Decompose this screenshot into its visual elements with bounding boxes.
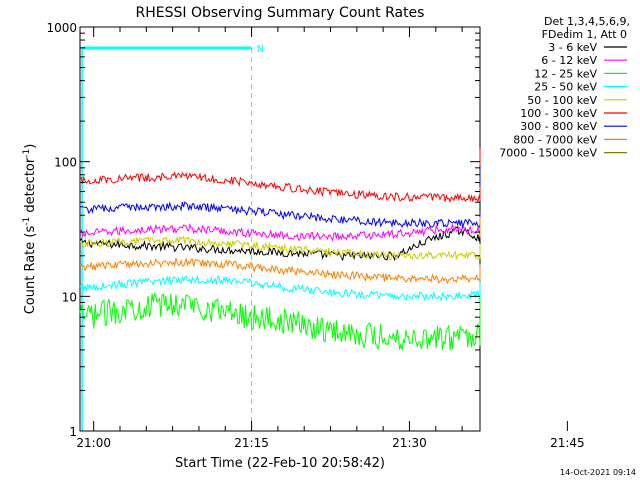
y-tick-label: 1 (69, 425, 77, 439)
y-axis-label-main: Count Rate (s (23, 226, 38, 315)
series-layer (79, 148, 481, 351)
series-line (79, 171, 481, 203)
night-label: N (257, 44, 264, 55)
legend-header-line-1: Det 1,3,4,5,6,9, (544, 15, 630, 28)
x-tick-label: 21:15 (234, 436, 269, 450)
y-tick-label: 1000 (46, 21, 77, 35)
series-line (79, 201, 481, 229)
y-axis-label-mid: detector (23, 157, 38, 217)
legend-label: 3 - 6 keV (548, 41, 597, 54)
legend-label: 12 - 25 keV (534, 67, 597, 80)
legend-label: 25 - 50 keV (534, 81, 597, 94)
y-axis-label: Count Rate (s-1 detector-1) (22, 144, 38, 315)
y-axis-label-end: ) (23, 144, 38, 149)
y-tick-label: 10 (62, 290, 77, 304)
series-line (79, 292, 481, 351)
x-tick-label: 21:00 (76, 436, 111, 450)
series-line (79, 235, 481, 261)
series-line (79, 256, 481, 285)
plot-frame (79, 26, 481, 432)
footer-date: 14-Oct-2021 09:14 (560, 468, 636, 477)
x-tick-label: 21:45 (550, 436, 585, 450)
y-tick-label: 100 (54, 156, 77, 170)
legend-header-line-2: FDecim 1, Att 0 (542, 28, 627, 41)
x-tick-label: 21:30 (392, 436, 427, 450)
x-axis-label: Start Time (22-Feb-10 20:58:42) (175, 456, 385, 471)
chart-title: RHESSI Observing Summary Count Rates (136, 5, 425, 21)
legend-label: 800 - 7000 keV (513, 133, 597, 146)
legend-label: 7000 - 15000 keV (499, 147, 597, 160)
legend-label: 100 - 300 keV (520, 107, 597, 120)
axis-layer: 21:0021:1521:3021:4522:0022:1522:3011010… (46, 21, 585, 450)
y-axis-label-sup1: -1 (22, 217, 32, 226)
legend-label: 50 - 100 keV (527, 94, 597, 107)
y-axis-label-sup2: -1 (22, 149, 32, 158)
series-line (79, 274, 481, 302)
legend-label: 300 - 800 keV (520, 120, 597, 133)
legend-label: 6 - 12 keV (541, 54, 597, 67)
